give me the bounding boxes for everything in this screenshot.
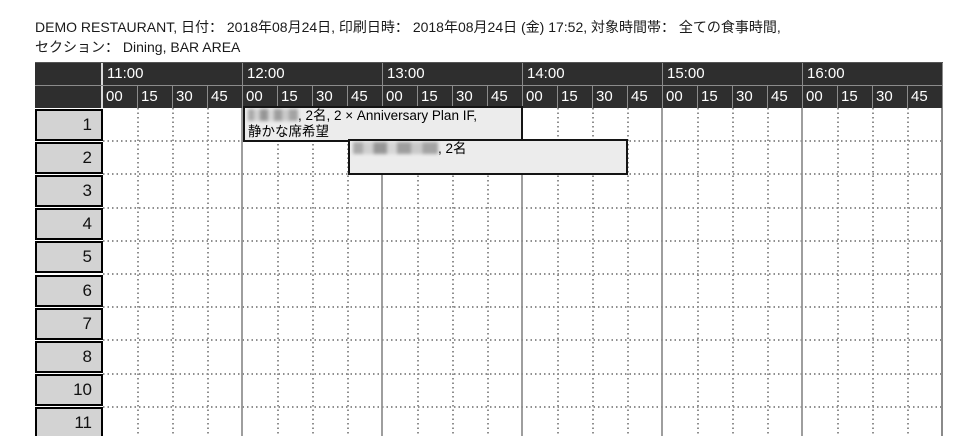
grid-quarter-line — [872, 108, 874, 436]
row-header-cell: 2 — [35, 141, 103, 174]
schedule-grid: , 2名, 2 × Anniversary Plan IF, 静かな席希望, 2名 — [103, 106, 943, 436]
row-header-cell: 4 — [35, 208, 103, 241]
minute-cell: 00 — [103, 86, 138, 108]
grid-quarter-line — [592, 108, 594, 436]
grid-row-line — [103, 339, 943, 342]
reservation-block[interactable]: , 2名, 2 × Anniversary Plan IF, 静かな席希望 — [243, 106, 523, 142]
redacted-guest-name — [248, 109, 298, 121]
minute-cell: 30 — [733, 86, 768, 108]
timeline-corner-cell — [35, 63, 103, 85]
report-header-line2: セクション： Dining, BAR AREA — [35, 39, 241, 55]
minute-cell: 45 — [628, 86, 663, 108]
minute-cell: 30 — [173, 86, 208, 108]
report-header-line1: DEMO RESTAURANT, 日付： 2018年08月24日, 印刷日時： … — [35, 19, 781, 35]
row-header-cell: 3 — [35, 174, 103, 207]
minute-cell: 45 — [768, 86, 803, 108]
minute-cell: 30 — [313, 86, 348, 108]
grid-hour-line — [941, 108, 943, 436]
minute-cell: 15 — [698, 86, 733, 108]
grid-quarter-line — [837, 108, 839, 436]
minute-cell: 15 — [418, 86, 453, 108]
row-header-cell: 11 — [35, 407, 103, 436]
minute-cell: 30 — [873, 86, 908, 108]
grid-row-line — [103, 206, 943, 209]
grid-quarter-line — [627, 108, 629, 436]
grid-row-line — [103, 239, 943, 242]
hour-cell: 16:00 — [803, 63, 943, 85]
grid-row-line — [103, 372, 943, 375]
grid-hour-line — [241, 108, 243, 436]
hour-cell: 11:00 — [103, 63, 243, 85]
row-header-cell: 1 — [35, 108, 103, 141]
minute-cell: 15 — [558, 86, 593, 108]
grid-quarter-line — [697, 108, 699, 436]
row-header-cell: 7 — [35, 307, 103, 340]
grid-hour-line — [661, 108, 663, 436]
minute-cell: 15 — [138, 86, 173, 108]
reservation-text-line1: , 2名, 2 × Anniversary Plan IF, — [248, 108, 518, 124]
row-header-cell: 8 — [35, 340, 103, 373]
time-axis-hours-row: 11:00 12:00 13:00 14:00 15:00 16:00 — [35, 62, 943, 85]
hour-cell: 12:00 — [243, 63, 383, 85]
grid-quarter-line — [417, 108, 419, 436]
hour-cell: 13:00 — [383, 63, 523, 85]
grid-quarter-line — [137, 108, 139, 436]
grid-quarter-line — [487, 108, 489, 436]
grid-quarter-line — [452, 108, 454, 436]
reservation-block[interactable]: , 2名 — [348, 139, 628, 176]
grid-row-line — [103, 405, 943, 408]
grid-quarter-line — [347, 108, 349, 436]
report-header: DEMO RESTAURANT, 日付： 2018年08月24日, 印刷日時： … — [35, 17, 781, 57]
grid-quarter-line — [557, 108, 559, 436]
hour-cell: 14:00 — [523, 63, 663, 85]
minute-cell: 30 — [593, 86, 628, 108]
minute-cell: 45 — [348, 86, 383, 108]
grid-quarter-line — [277, 108, 279, 436]
row-header-cell: 10 — [35, 374, 103, 407]
minute-cell: 30 — [453, 86, 488, 108]
minute-cell: 00 — [523, 86, 558, 108]
grid-hour-line — [521, 108, 523, 436]
minute-cell: 15 — [278, 86, 313, 108]
minute-cell: 15 — [838, 86, 873, 108]
minute-cell: 00 — [803, 86, 838, 108]
reservation-detail-text: , 2名, 2 × Anniversary Plan IF, — [298, 108, 477, 123]
minute-cell: 45 — [488, 86, 523, 108]
grid-quarter-line — [907, 108, 909, 436]
grid-quarter-line — [172, 108, 174, 436]
grid-hour-line — [801, 108, 803, 436]
timeline-corner-cell — [35, 86, 103, 108]
grid-quarter-line — [312, 108, 314, 436]
reservation-detail-text: , 2名 — [438, 141, 467, 157]
time-axis-minutes-row: 00 15 30 45 00 15 30 45 00 15 30 45 00 15 30 45 00 15 30 45… — [35, 85, 943, 108]
grid-row-line — [103, 306, 943, 309]
redacted-guest-name — [353, 142, 438, 155]
grid-hour-line — [381, 108, 383, 436]
grid-row-line — [103, 273, 943, 275]
row-header-cell: 5 — [35, 241, 103, 274]
minute-cell: 45 — [908, 86, 943, 108]
grid-quarter-line — [732, 108, 734, 436]
minute-cell: 00 — [243, 86, 278, 108]
reservation-text-line1: , 2名 — [353, 141, 623, 157]
grid-quarter-line — [767, 108, 769, 436]
grid-quarter-line — [207, 108, 209, 436]
minute-cell: 45 — [208, 86, 243, 108]
row-header-cell: 6 — [35, 274, 103, 307]
timeline-grid: 11:00 12:00 13:00 14:00 15:00 16:00 00 15 30 45 0… — [35, 62, 943, 436]
minute-cell: 00 — [383, 86, 418, 108]
minute-cell: 00 — [663, 86, 698, 108]
hour-cell: 15:00 — [663, 63, 803, 85]
reservation-text-line2: 静かな席希望 — [248, 124, 329, 139]
